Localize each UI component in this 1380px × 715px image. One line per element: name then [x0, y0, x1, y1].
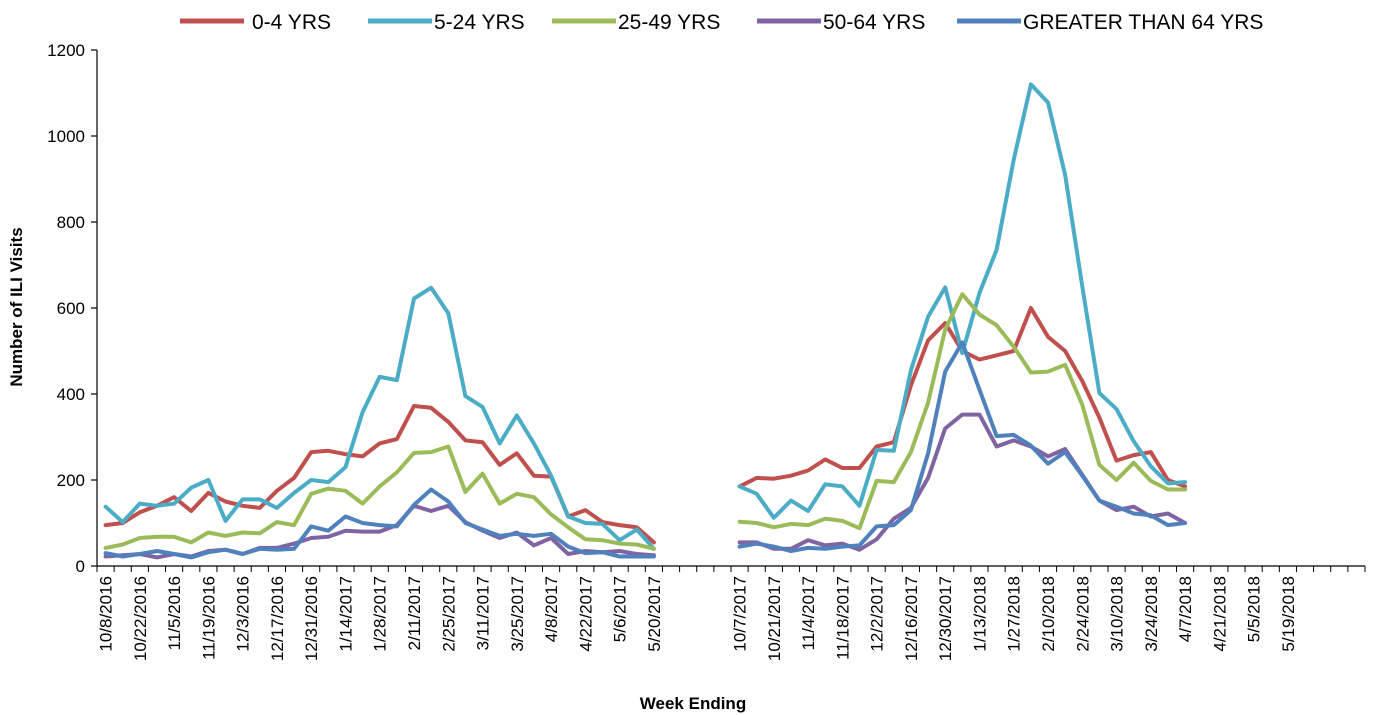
- y-tick-label: 200: [57, 471, 85, 490]
- legend-label: 0-4 YRS: [252, 11, 331, 34]
- x-tick-label: 11/18/2017: [833, 576, 852, 660]
- x-tick-label: 12/2/2017: [868, 576, 887, 652]
- legend-label: 5-24 YRS: [434, 11, 525, 34]
- y-tick-label: 0: [76, 557, 85, 576]
- y-axis: 0 200 400 600 800 1000 1200: [47, 41, 98, 576]
- series-line-25-49-yrs: [737, 292, 1188, 531]
- x-axis: 10/8/2016 10/22/2016 11/5/2016 11/19/2016 12…: [96, 565, 1366, 661]
- x-tick-label: 11/4/2017: [799, 576, 818, 650]
- series-line-5-24-yrs: [737, 82, 1188, 520]
- x-tick-label: 1/27/2018: [1005, 576, 1024, 652]
- series-line-5-24-yrs: [103, 285, 656, 551]
- x-tick-label: 3/10/2018: [1108, 576, 1127, 652]
- y-axis-title: Number of ILI Visits: [7, 227, 26, 386]
- x-tick-label: 11/19/2016: [199, 576, 218, 660]
- x-tick-label: 4/8/2017: [542, 576, 561, 642]
- y-tick-label: 600: [57, 299, 85, 318]
- x-tick-label: 1/13/2018: [970, 576, 989, 652]
- plot-area: [103, 82, 1188, 560]
- y-tick-label: 1200: [47, 41, 85, 60]
- legend-label: 25-49 YRS: [618, 11, 720, 34]
- x-tick-label: 10/22/2016: [131, 576, 150, 661]
- x-tick-label: 2/25/2017: [439, 576, 458, 652]
- x-tick-label: 5/6/2017: [611, 576, 630, 642]
- series-line-50-64-yrs: [737, 412, 1188, 552]
- y-tick-label: 800: [57, 213, 85, 232]
- y-tick-label: 400: [57, 385, 85, 404]
- x-tick-label: 2/10/2018: [1039, 576, 1058, 652]
- x-tick-label: 3/25/2017: [508, 576, 527, 652]
- x-tick-label: 4/7/2018: [1176, 576, 1195, 642]
- legend-label: 50-64 YRS: [823, 11, 925, 34]
- x-tick-label: 12/31/2016: [302, 576, 321, 661]
- x-axis-title: Week Ending: [640, 694, 746, 713]
- x-tick-label: 11/5/2016: [165, 576, 184, 650]
- x-tick-label: 4/22/2017: [576, 576, 595, 652]
- x-tick-label: 3/11/2017: [474, 576, 493, 650]
- x-tick-label: 4/21/2018: [1210, 576, 1229, 652]
- x-tick-label: 5/19/2018: [1279, 576, 1298, 652]
- x-tick-label: 1/14/2017: [336, 576, 355, 652]
- y-tick-label: 1000: [47, 127, 85, 146]
- x-tick-label: 12/16/2017: [902, 576, 921, 661]
- x-tick-label: 10/21/2017: [765, 576, 784, 661]
- series-line-0-4-yrs: [103, 404, 656, 545]
- chart-legend: 0-4 YRS 5-24 YRS 25-49 YRS 50-64 YRS GREATER…: [180, 11, 1263, 34]
- x-tick-label: 1/28/2017: [371, 576, 390, 652]
- series-line-0-4-yrs: [737, 306, 1188, 489]
- x-tick-label: 5/5/2018: [1245, 576, 1264, 642]
- x-tick-label: 10/8/2016: [97, 576, 116, 652]
- x-tick-label: 12/30/2017: [936, 576, 955, 661]
- x-tick-label: 12/17/2016: [268, 576, 287, 661]
- series-line-greater-than-64-yrs: [737, 340, 1188, 553]
- x-tick-label: 2/24/2018: [1073, 576, 1092, 652]
- x-tick-label: 3/24/2018: [1142, 576, 1161, 652]
- series-line-25-49-yrs: [103, 444, 656, 551]
- x-tick-label: 10/7/2017: [731, 576, 750, 652]
- x-tick-label: 5/20/2017: [645, 576, 664, 652]
- legend-label: GREATER THAN 64 YRS: [1023, 11, 1263, 34]
- x-tick-label: 2/11/2017: [405, 576, 424, 650]
- x-tick-label: 12/3/2016: [234, 576, 253, 652]
- series-line-greater-than-64-yrs: [103, 487, 656, 560]
